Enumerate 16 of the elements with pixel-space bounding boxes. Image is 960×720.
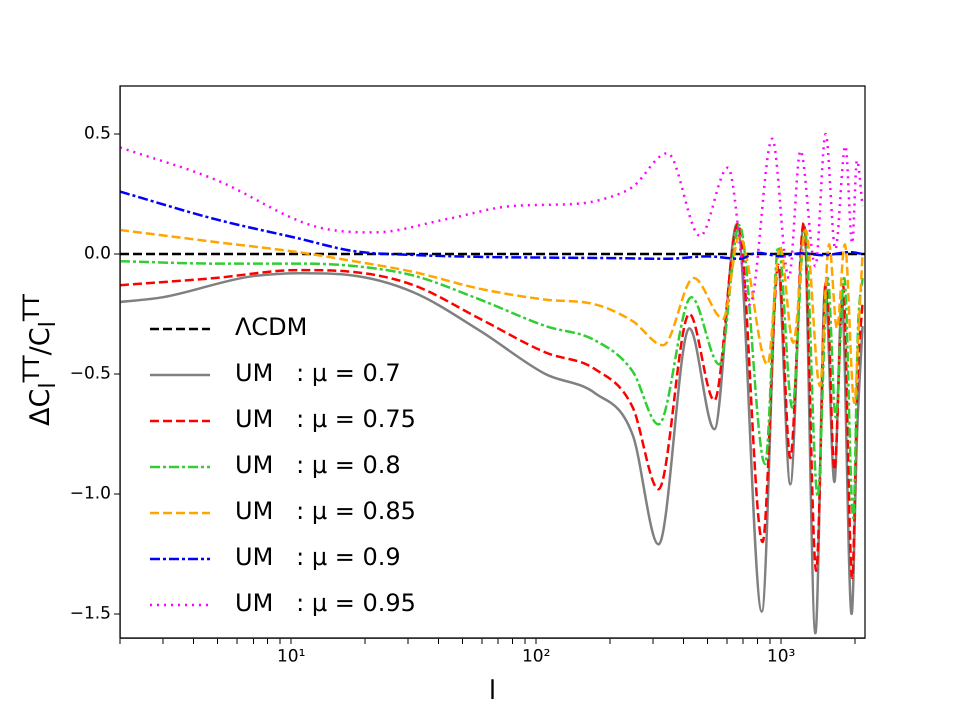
legend-label: UM : μ = 0.85 xyxy=(235,497,416,526)
y-tick-label: −1.5 xyxy=(70,603,111,624)
legend-label: UM : μ = 0.9 xyxy=(235,543,401,572)
legend-label: UM : μ = 0.7 xyxy=(235,359,401,388)
legend-label: UM : μ = 0.8 xyxy=(235,451,401,480)
legend-label: UM : μ = 0.95 xyxy=(235,589,416,618)
y-tick-label: −1.0 xyxy=(70,483,111,504)
x-tick-label: 10³ xyxy=(766,646,796,667)
legend-label: ΛCDM xyxy=(235,313,308,342)
x-axis-title: l xyxy=(488,676,496,706)
x-tick-label: 10² xyxy=(522,646,550,667)
y-tick-label: 0.5 xyxy=(84,123,111,144)
legend-label: UM : μ = 0.75 xyxy=(235,405,416,434)
y-tick-label: −0.5 xyxy=(70,363,111,384)
y-tick-label: 0.0 xyxy=(84,243,111,264)
x-tick-label: 10¹ xyxy=(276,646,306,667)
